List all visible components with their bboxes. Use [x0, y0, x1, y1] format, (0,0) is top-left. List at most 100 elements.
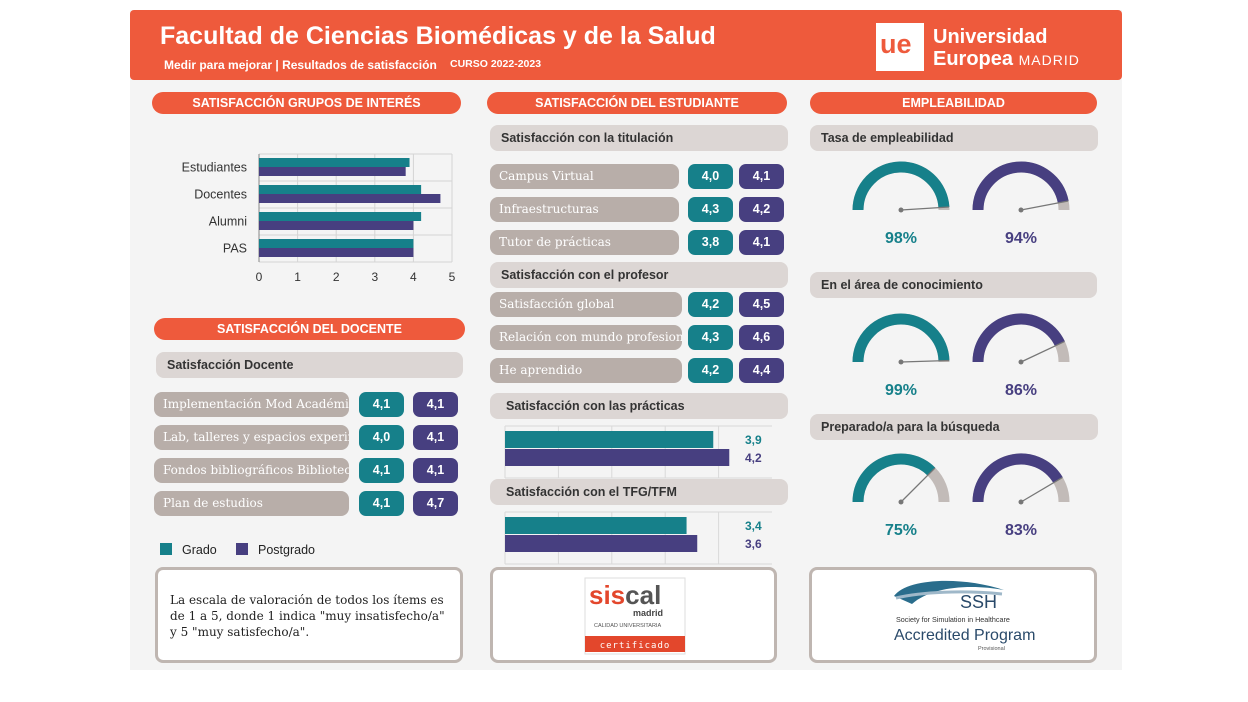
titulacion-item-label: Infraestructuras [490, 197, 679, 222]
ssh-box: SSH Society for Simulation in Healthcare… [809, 567, 1097, 663]
gauge-pivot [1018, 499, 1024, 505]
siscal-sub: CALIDAD UNIVERSITARIA [594, 623, 661, 629]
x-tick-label: 0 [256, 270, 263, 284]
ssh-name: Society for Simulation in Healthcare [896, 615, 1010, 624]
header-banner: Facultad de Ciencias Biomédicas y de la … [130, 10, 1122, 80]
bar-postgrado [505, 449, 730, 466]
docente-grado-value: 4,1 [359, 491, 404, 516]
titulacion-grado-value: 4,3 [688, 197, 733, 222]
practicas-bar-chart: 3,94,2 [504, 425, 772, 479]
gauge-needle [900, 359, 949, 363]
x-tick-label: 3 [371, 270, 378, 284]
docente-postgrado-value: 4,7 [413, 491, 458, 516]
docente-postgrado-value: 4,1 [413, 425, 458, 450]
gauge-needle [900, 206, 949, 211]
x-tick-label: 2 [333, 270, 340, 284]
docente-item-label: Implementación Mod Académico [154, 392, 349, 417]
bar-grado [259, 239, 414, 248]
logo-madrid: MADRID [1018, 52, 1080, 68]
gauge-pivot [898, 207, 904, 213]
practicas-group-title: Satisfacción con las prácticas [490, 393, 788, 419]
logo-university: Universidad [933, 26, 1048, 48]
page-subtitle: Medir para mejorar | Resultados de satis… [164, 58, 437, 72]
x-tick-label: 5 [449, 270, 456, 284]
course-label: CURSO 2022-2023 [450, 58, 542, 70]
siscal-wordmark: siscal [589, 580, 661, 610]
ssh-abbr: SSH [960, 592, 997, 612]
ssh-swoosh-icon [894, 580, 1004, 604]
x-tick-label: 4 [410, 270, 417, 284]
docente-item-label: Fondos bibliográficos Biblioteca [154, 458, 349, 483]
gauge-pivot [898, 359, 904, 365]
gauge-pivot [898, 499, 904, 505]
section-empleabilidad-title: EMPLEABILIDAD [810, 92, 1097, 114]
gauge-grado [852, 453, 950, 505]
ssh-status: Provisional [978, 646, 1005, 652]
siscal-logo-icon: siscal madrid CALIDAD UNIVERSITARIA cert… [584, 577, 686, 655]
docente-group-title: Satisfacción Docente [156, 352, 463, 378]
gauge-postgrado-value: 86% [1004, 382, 1038, 399]
bar-grado [259, 158, 410, 167]
gauge-fill [852, 313, 950, 363]
section-estudiante-title: SATISFACCIÓN DEL ESTUDIANTE [487, 92, 787, 114]
profesor-item-label: Satisfacción global [490, 292, 682, 317]
ssh-program: Accredited Program [894, 627, 1035, 644]
ssh-logo-icon: SSH Society for Simulation in Healthcare… [894, 580, 1035, 652]
tfg-bar-chart: 3,43,6 [504, 511, 772, 565]
titulacion-postgrado-value: 4,1 [739, 164, 784, 189]
docente-grado-value: 4,1 [359, 392, 404, 417]
docente-grado-value: 4,1 [359, 458, 404, 483]
docente-postgrado-value: 4,1 [413, 392, 458, 417]
gauge-needle [1020, 200, 1069, 211]
bar-postgrado [259, 194, 441, 203]
profesor-item-label: He aprendido [490, 358, 682, 383]
gauge-postgrado-value: 94% [1004, 230, 1038, 247]
logo-europea: Europea MADRID [933, 48, 1080, 70]
gauge-grado [852, 313, 950, 365]
profesor-group-title: Satisfacción con el profesor [490, 262, 788, 288]
gauge-needle [1020, 340, 1065, 363]
titulacion-postgrado-value: 4,1 [739, 230, 784, 255]
gauge-fill [972, 313, 1065, 363]
gauge-group-title-2: En el área de conocimiento [810, 272, 1097, 298]
gauge-postgrado [972, 313, 1070, 365]
legend-grado-label: Grado [182, 543, 217, 557]
bar-value-label: 3,4 [745, 519, 762, 533]
bar-value-label: 4,2 [745, 451, 762, 465]
titulacion-grado-value: 4,0 [688, 164, 733, 189]
titulacion-item-label: Tutor de prácticas [490, 230, 679, 255]
gauge-postgrado [972, 161, 1070, 213]
docente-grado-value: 4,0 [359, 425, 404, 450]
page-title: Facultad de Ciencias Biomédicas y de la … [160, 22, 716, 50]
section-docente-title: SATISFACCIÓN DEL DOCENTE [154, 318, 465, 340]
legend-postgrado-label: Postgrado [258, 543, 315, 557]
siscal-cert-band [585, 636, 685, 652]
gauge-needle [1020, 477, 1063, 503]
x-tick-label: 1 [294, 270, 301, 284]
gauge-grado-value: 99% [884, 382, 918, 399]
legend-grado-swatch [160, 543, 172, 555]
tfg-group-title: Satisfacción con el TFG/TFM [490, 479, 788, 505]
profesor-grado-value: 4,2 [688, 292, 733, 317]
docente-item-label: Plan de estudios [154, 491, 349, 516]
gauge-postgrado [972, 453, 1070, 505]
groups-bar-chart: 0 1 2 3 4 5 Estudiantes Docentes Alumni PAS [182, 153, 456, 284]
legend-postgrado-swatch [236, 543, 248, 555]
titulacion-item-label: Campus Virtual [490, 164, 679, 189]
scale-note-box: La escala de valoración de todos los íte… [155, 567, 463, 663]
titulacion-grado-value: 3,8 [688, 230, 733, 255]
siscal-cert: certificado [600, 641, 671, 651]
bar-value-label: 3,6 [745, 537, 762, 551]
gauge-group-title-3: Preparado/a para la búsqueda [810, 414, 1098, 440]
bar-value-label: 3,9 [745, 433, 762, 447]
scale-note: La escala de valoración de todos los íte… [170, 593, 445, 639]
docente-postgrado-value: 4,1 [413, 458, 458, 483]
gauge-pivot [1018, 359, 1024, 365]
category-label: Alumni [209, 215, 247, 229]
gauge-fill [852, 161, 950, 211]
gauge-grado-value: 75% [884, 522, 918, 539]
bar-postgrado [259, 167, 406, 176]
profesor-item-label: Relación con mundo profesional [490, 325, 682, 350]
profesor-grado-value: 4,3 [688, 325, 733, 350]
docente-item-label: Lab, talleres y espacios experim [154, 425, 349, 450]
